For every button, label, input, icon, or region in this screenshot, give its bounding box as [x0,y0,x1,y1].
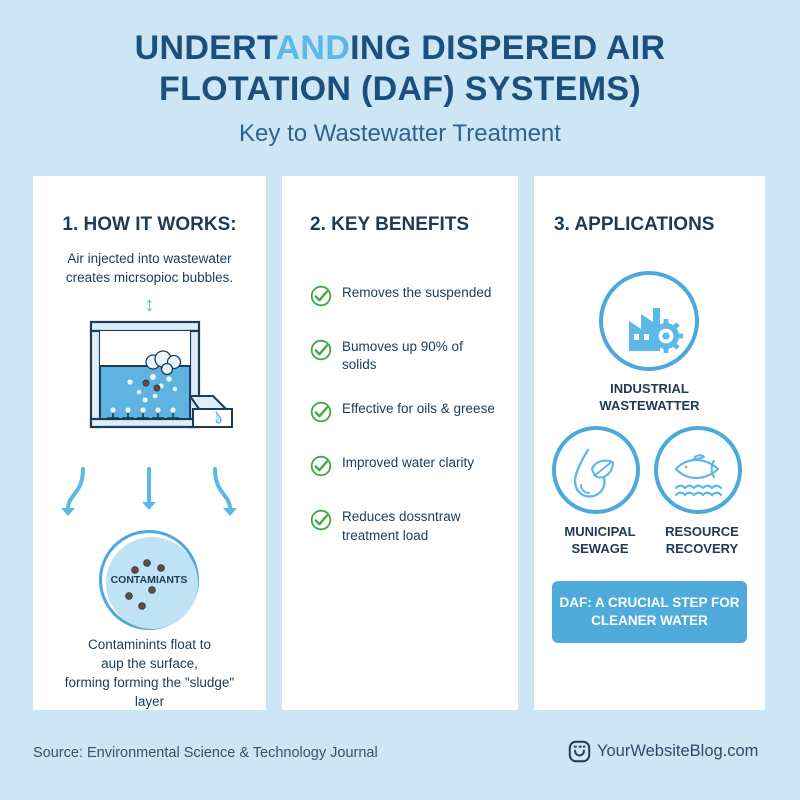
svg-text:CONTAMIANTS: CONTAMIANTS [111,574,188,586]
